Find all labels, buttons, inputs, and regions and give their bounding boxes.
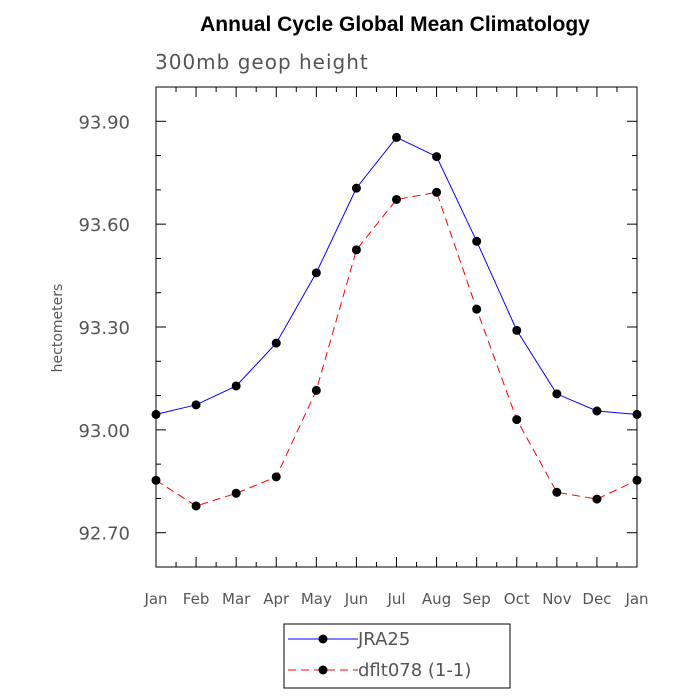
series-1-point [271, 472, 281, 482]
x-tick-label: Sep [463, 590, 491, 608]
series-1-point [311, 385, 321, 395]
series-1-point [392, 194, 401, 204]
series-layer [151, 132, 642, 511]
y-tick-label: 93.90 [78, 112, 130, 133]
series-0-point [592, 406, 602, 416]
series-1-point [231, 488, 241, 498]
series-0-point [271, 338, 281, 348]
x-tick-label: Jan [143, 590, 167, 608]
series-line-0 [155, 136, 638, 415]
legend-marker-jra25 [318, 634, 328, 644]
x-tick-label: Dec [582, 590, 611, 608]
series-0-point [392, 132, 401, 142]
y-tick-label: 93.60 [78, 215, 130, 236]
legend-box [283, 623, 511, 689]
legend-label-jra25: JRA25 [357, 629, 410, 650]
x-tick-label: Nov [542, 590, 571, 608]
series-0-point [151, 409, 161, 419]
series-0-point [432, 152, 442, 162]
series-0-point [191, 400, 201, 410]
series-1-point [632, 475, 642, 485]
x-tick-label: Feb [183, 590, 210, 608]
x-tick-label: May [301, 590, 332, 608]
series-0-point [351, 183, 361, 193]
x-tick-label: Aug [422, 590, 451, 608]
legend: JRA25 dflt078 (1-1) [283, 623, 511, 689]
series-0-point [512, 325, 522, 335]
legend-marker-dflt078 [318, 665, 328, 675]
series-1-point [552, 487, 562, 497]
y-tick-label: 93.00 [78, 421, 130, 442]
series-1-point [151, 475, 161, 485]
chart-subtitle: 300mb geop height [155, 50, 369, 74]
series-0-point [472, 236, 482, 246]
y-tick-label: 93.30 [78, 318, 130, 339]
series-1-point [472, 304, 482, 314]
series-0-point [311, 268, 321, 278]
series-line-1 [155, 191, 638, 507]
axes: Jan Feb Mar Apr May Jun Jul Aug Sep Oct Nov Dec Jan 9… [78, 86, 649, 608]
x-tick-label: Mar [222, 590, 251, 608]
chart-title: Annual Cycle Global Mean Climatology [200, 13, 590, 36]
plot-frame [155, 86, 638, 568]
series-1-point [351, 245, 361, 255]
series-0-point [632, 409, 642, 419]
series-1-point [432, 187, 442, 197]
x-tick-label: Jun [344, 590, 368, 608]
series-1-point [191, 501, 201, 511]
x-tick-label: Jan [624, 590, 648, 608]
series-1-point [512, 415, 522, 425]
series-0-point [231, 381, 241, 391]
series-0-point [552, 389, 562, 399]
x-tick-label: Oct [504, 590, 530, 608]
x-tick-label: Apr [263, 590, 290, 608]
x-tick-label: Jul [386, 590, 405, 608]
legend-label-dflt078: dflt078 (1-1) [358, 660, 471, 681]
series-1-point [592, 494, 602, 504]
y-axis-label: hectometers [50, 284, 66, 373]
y-tick-label: 92.70 [78, 524, 130, 545]
